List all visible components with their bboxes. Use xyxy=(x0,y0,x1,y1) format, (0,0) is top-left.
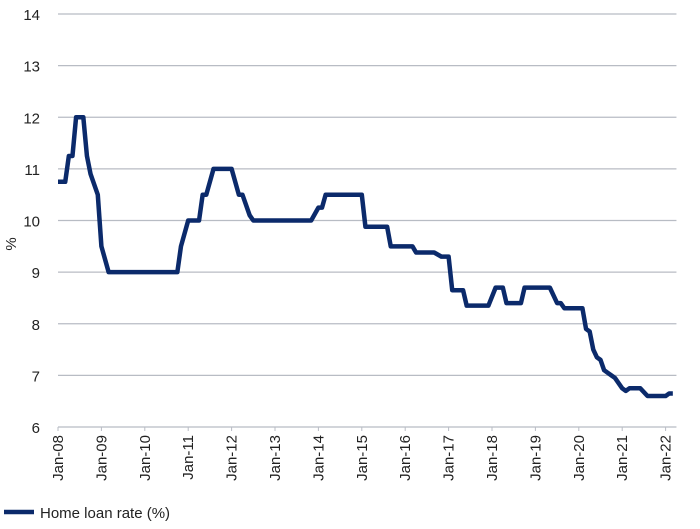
y-tick-label: 6 xyxy=(32,420,40,437)
x-tick-label: Jan-14 xyxy=(310,435,327,481)
x-tick-label: Jan-15 xyxy=(354,435,371,481)
x-tick-label: Jan-08 xyxy=(50,435,67,481)
y-tick-label: 13 xyxy=(23,59,40,76)
y-tick-label: 10 xyxy=(23,214,40,231)
x-tick-label: Jan-17 xyxy=(441,435,458,481)
y-tick-label: 7 xyxy=(32,368,40,385)
x-tick-label: Jan-19 xyxy=(527,435,544,481)
y-axis-label: % xyxy=(3,237,20,250)
x-tick-label: Jan-09 xyxy=(93,435,110,481)
x-tick-label: Jan-11 xyxy=(180,435,197,480)
y-tick-label: 14 xyxy=(23,7,40,24)
y-tick-label: 8 xyxy=(32,317,40,334)
x-tick-label: Jan-22 xyxy=(658,435,675,481)
y-tick-label: 11 xyxy=(24,162,40,179)
y-tick-label: 12 xyxy=(23,110,40,127)
x-tick-label: Jan-21 xyxy=(614,435,631,481)
line xyxy=(58,115,673,399)
x-tick-label: Jan-16 xyxy=(397,435,414,481)
legend-label: Home loan rate (%) xyxy=(40,505,170,522)
x-tick-label: Jan-10 xyxy=(137,435,154,481)
x-tick-label: Jan-18 xyxy=(484,435,501,481)
x-tick-label: Jan-12 xyxy=(224,435,241,481)
y-tick-label: 9 xyxy=(32,265,40,282)
x-tick-label: Jan-13 xyxy=(267,435,284,481)
x-tick-label: Jan-20 xyxy=(571,435,588,481)
